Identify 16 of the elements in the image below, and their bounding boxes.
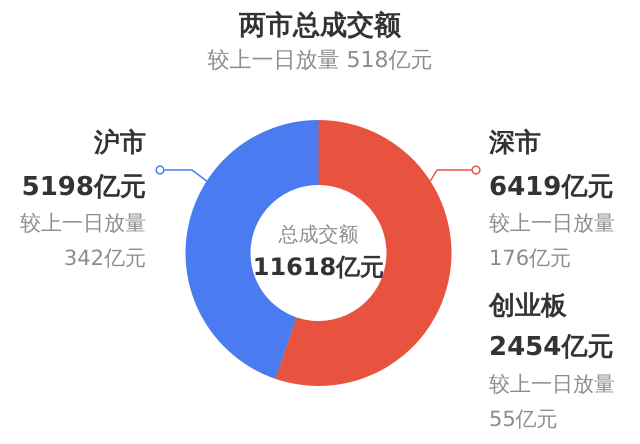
text: 11618亿元 [252, 253, 384, 281]
chart-subtitle: 较上一日放量 518亿元 [208, 48, 432, 73]
text: 较上一日放量 [20, 211, 146, 235]
text: 较上一日放量 [489, 372, 615, 396]
slice-label: 沪市 [93, 128, 146, 158]
text: 176亿元 [489, 246, 572, 270]
text: 较上一日放量 [489, 211, 615, 235]
text: 55亿元 [489, 407, 558, 431]
data-label: 6419亿元 [489, 172, 614, 202]
text: 创业板 [488, 291, 568, 321]
text: 总成交额 [278, 222, 358, 246]
slice-label: 深市 [488, 128, 541, 158]
text: 2454亿元 [489, 332, 614, 362]
data-label: 5198亿元 [22, 172, 146, 202]
text: 342亿元 [64, 246, 146, 270]
chart-title: 两市总成交额 [238, 10, 402, 41]
